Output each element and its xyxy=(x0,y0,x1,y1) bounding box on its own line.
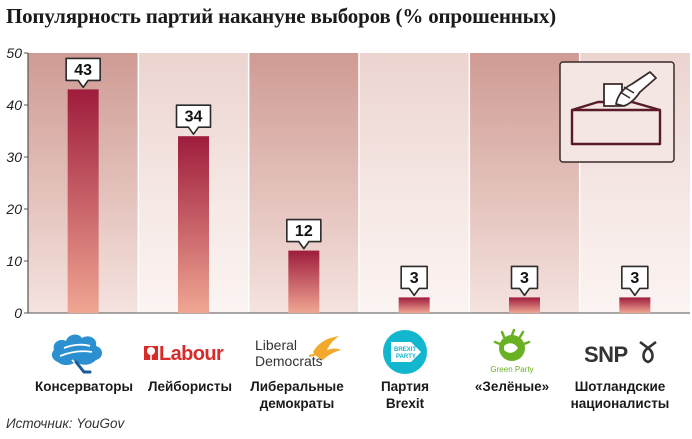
bar xyxy=(288,250,320,313)
svg-text:SNP: SNP xyxy=(584,342,628,367)
party-name: «Зелёные» xyxy=(474,379,550,394)
brexit-party-arrow-icon: BREXIT PARTY xyxy=(383,330,427,374)
y-tick-label: 20 xyxy=(5,201,22,217)
party-conservatives: Консерваторы xyxy=(30,322,138,420)
bar-chart: 0 10 20 30 40 50 43 34 12 3 3 3 xyxy=(5,45,690,321)
svg-text:Green Party: Green Party xyxy=(490,365,533,374)
party-greens: Green Party «Зелёные» xyxy=(458,322,566,420)
data-label-callout xyxy=(65,57,101,89)
y-tick-label: 0 xyxy=(14,305,22,321)
bar xyxy=(619,297,651,313)
green-party-globe-icon: Green Party xyxy=(490,328,534,374)
bar xyxy=(509,297,540,313)
party-snp: SNP Шотландские националисты xyxy=(566,322,674,420)
data-label: 3 xyxy=(630,270,639,287)
data-label-callout xyxy=(286,218,322,250)
ballot-box-icon xyxy=(559,61,675,163)
data-label: 12 xyxy=(295,223,313,240)
svg-text:BREXIT: BREXIT xyxy=(394,347,416,353)
party-name: Партия Brexit xyxy=(380,379,430,411)
data-label-callout xyxy=(175,104,212,135)
source-note: Источник: YouGov xyxy=(6,416,125,431)
conservative-tree-icon xyxy=(51,334,102,374)
libdem-bird-icon: Liberal Democrats xyxy=(255,336,341,369)
svg-text:Liberal: Liberal xyxy=(255,337,297,353)
svg-text:Democrats: Democrats xyxy=(255,353,323,369)
bar xyxy=(67,89,99,314)
data-label: 43 xyxy=(74,62,92,79)
snp-thistle-icon: SNP xyxy=(584,340,657,367)
y-axis: 0 10 20 30 40 50 xyxy=(5,45,690,321)
svg-text:PARTY: PARTY xyxy=(396,354,416,360)
party-name: Шотландские националисты xyxy=(570,379,670,411)
data-label-callout xyxy=(510,265,539,297)
svg-text:Labour: Labour xyxy=(159,343,224,365)
bars xyxy=(67,89,651,314)
data-labels: 43 34 12 3 3 3 xyxy=(65,57,649,297)
y-tick-label: 50 xyxy=(6,45,22,61)
labour-rose-icon: Labour xyxy=(144,343,225,365)
data-label: 3 xyxy=(410,270,419,287)
bar xyxy=(398,297,430,313)
y-tick-label: 40 xyxy=(6,97,22,113)
data-label-callout xyxy=(400,265,428,297)
party-name: Лейбористы xyxy=(147,379,233,394)
data-label: 34 xyxy=(185,109,203,126)
bar xyxy=(178,136,209,313)
party-name: Консерваторы xyxy=(35,379,133,394)
data-label: 3 xyxy=(520,270,529,287)
data-label-callout xyxy=(621,265,649,297)
party-brexit: BREXIT PARTY Партия Brexit xyxy=(351,322,459,420)
y-tick-label: 10 xyxy=(6,253,22,269)
party-name: Либеральные демократы xyxy=(250,379,344,411)
party-labour: Labour Лейбористы xyxy=(136,322,244,420)
chart-title: Популярность партий накануне выборов (% … xyxy=(6,4,556,28)
party-libdems: Liberal Democrats Либеральные демократы xyxy=(243,322,351,420)
y-tick-label: 30 xyxy=(6,149,22,165)
